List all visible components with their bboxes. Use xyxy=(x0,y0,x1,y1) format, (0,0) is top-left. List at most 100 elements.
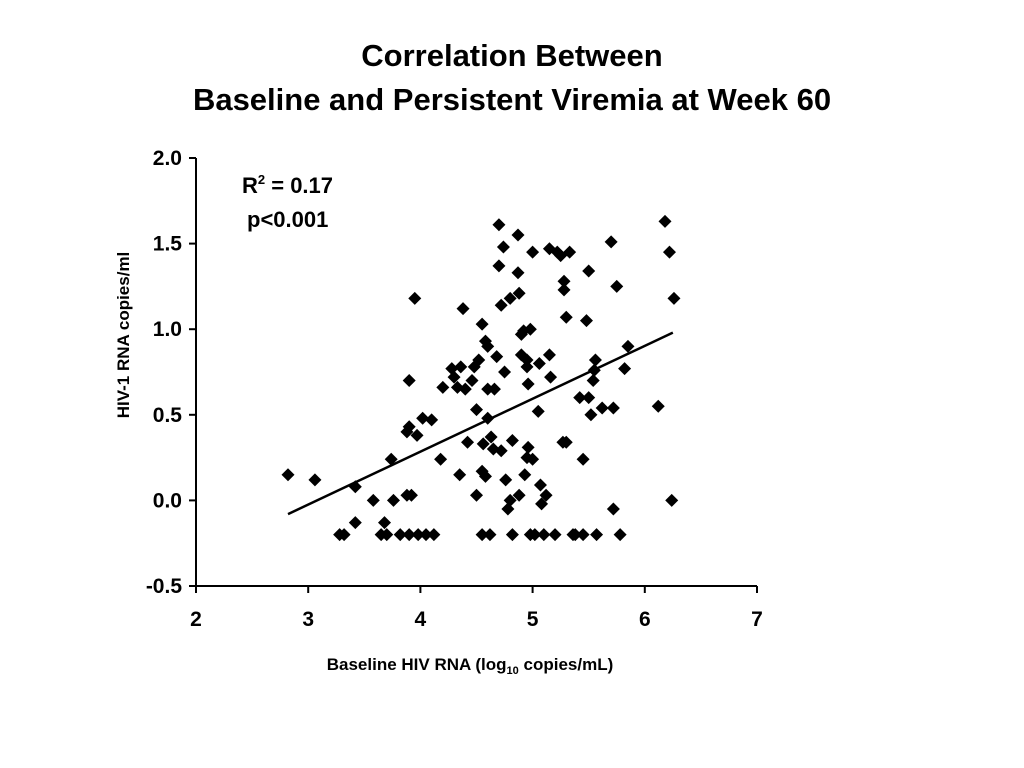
p-value-annotation: p<0.001 xyxy=(247,207,328,232)
y-tick-label: 2.0 xyxy=(153,147,182,170)
data-point xyxy=(472,353,486,367)
data-point xyxy=(475,528,489,542)
data-point xyxy=(380,528,394,542)
data-point xyxy=(511,266,525,280)
data-point xyxy=(532,356,546,370)
data-point xyxy=(393,528,407,542)
data-point xyxy=(478,469,492,483)
plot-area: 2 3 4 5 6 7 -0.5 0.0 0.5 1.0 1.5 2.0 xyxy=(146,147,763,631)
data-point xyxy=(461,435,475,449)
data-point xyxy=(476,437,490,451)
x-axis-title-end: copies/mL) xyxy=(519,655,613,674)
data-point xyxy=(586,374,600,388)
r-squared-superscript: 2 xyxy=(258,172,265,187)
data-point xyxy=(402,528,416,542)
data-point xyxy=(408,291,422,305)
data-point xyxy=(503,493,517,507)
data-point xyxy=(579,314,593,328)
data-point xyxy=(559,435,573,449)
x-axis-ticks: 2 3 4 5 6 7 xyxy=(190,586,763,631)
data-point xyxy=(366,493,380,507)
data-point xyxy=(512,488,526,502)
data-point xyxy=(651,399,665,413)
data-point xyxy=(337,528,351,542)
data-point xyxy=(484,430,498,444)
data-point xyxy=(665,493,679,507)
x-tick-label: 6 xyxy=(639,608,651,631)
data-point xyxy=(563,245,577,259)
data-point xyxy=(542,348,556,362)
y-tick-label: 0.0 xyxy=(153,489,182,512)
data-point xyxy=(427,528,441,542)
data-point xyxy=(503,291,517,305)
x-tick-label: 3 xyxy=(302,608,314,631)
y-axis-title: HIV-1 RNA copies/ml xyxy=(114,252,133,419)
data-point xyxy=(610,279,624,293)
data-point xyxy=(425,413,439,427)
data-point xyxy=(492,259,506,273)
data-point xyxy=(481,339,495,353)
data-points xyxy=(281,214,681,542)
data-point xyxy=(456,302,470,316)
data-point xyxy=(528,528,542,542)
data-point xyxy=(348,480,362,494)
data-point xyxy=(584,408,598,422)
data-point xyxy=(402,420,416,434)
data-point xyxy=(523,322,537,336)
data-point xyxy=(557,283,571,297)
data-point xyxy=(494,298,508,312)
data-point xyxy=(492,218,506,232)
data-point xyxy=(419,528,433,542)
data-point xyxy=(447,370,461,384)
data-point xyxy=(518,468,532,482)
data-point xyxy=(618,362,632,376)
data-point xyxy=(498,365,512,379)
data-point xyxy=(483,528,497,542)
data-point xyxy=(404,488,418,502)
data-point xyxy=(511,228,525,242)
data-point xyxy=(606,401,620,415)
data-point xyxy=(576,452,590,466)
data-point xyxy=(520,360,534,374)
data-point xyxy=(470,488,483,502)
data-point xyxy=(384,452,398,466)
data-point xyxy=(576,528,590,542)
data-point xyxy=(377,516,391,530)
x-tick-label: 7 xyxy=(751,608,763,631)
data-point xyxy=(582,264,596,278)
data-point xyxy=(521,377,535,391)
data-point xyxy=(604,235,618,249)
data-point xyxy=(568,528,582,542)
data-point xyxy=(582,391,596,405)
slide-title-line-2: Baseline and Persistent Viremia at Week … xyxy=(192,82,832,117)
data-point xyxy=(453,468,467,482)
data-point xyxy=(559,310,573,324)
data-point xyxy=(465,374,479,388)
data-point xyxy=(595,401,609,415)
x-tick-label: 2 xyxy=(190,608,202,631)
y-tick-label: 1.0 xyxy=(153,318,182,341)
data-point xyxy=(501,502,515,516)
data-point xyxy=(499,473,513,487)
y-tick-label: -0.5 xyxy=(146,575,183,598)
data-point xyxy=(621,339,635,353)
data-point xyxy=(470,403,483,417)
data-point xyxy=(557,274,571,288)
data-point xyxy=(539,488,553,502)
y-axis-ticks: -0.5 0.0 0.5 1.0 1.5 2.0 xyxy=(146,147,196,598)
x-axis-title-main: Baseline HIV RNA (log xyxy=(327,655,507,674)
data-point xyxy=(458,382,472,396)
data-point xyxy=(386,493,400,507)
r-squared-value: = 0.17 xyxy=(265,173,333,198)
data-point xyxy=(475,317,489,331)
data-point xyxy=(526,245,540,259)
data-point xyxy=(481,382,495,396)
r-squared-annotation: R2 = 0.17 xyxy=(242,172,333,198)
data-point xyxy=(587,363,601,377)
data-point xyxy=(658,214,672,228)
data-point xyxy=(402,374,416,388)
data-point xyxy=(505,528,519,542)
x-tick-label: 4 xyxy=(415,608,427,631)
